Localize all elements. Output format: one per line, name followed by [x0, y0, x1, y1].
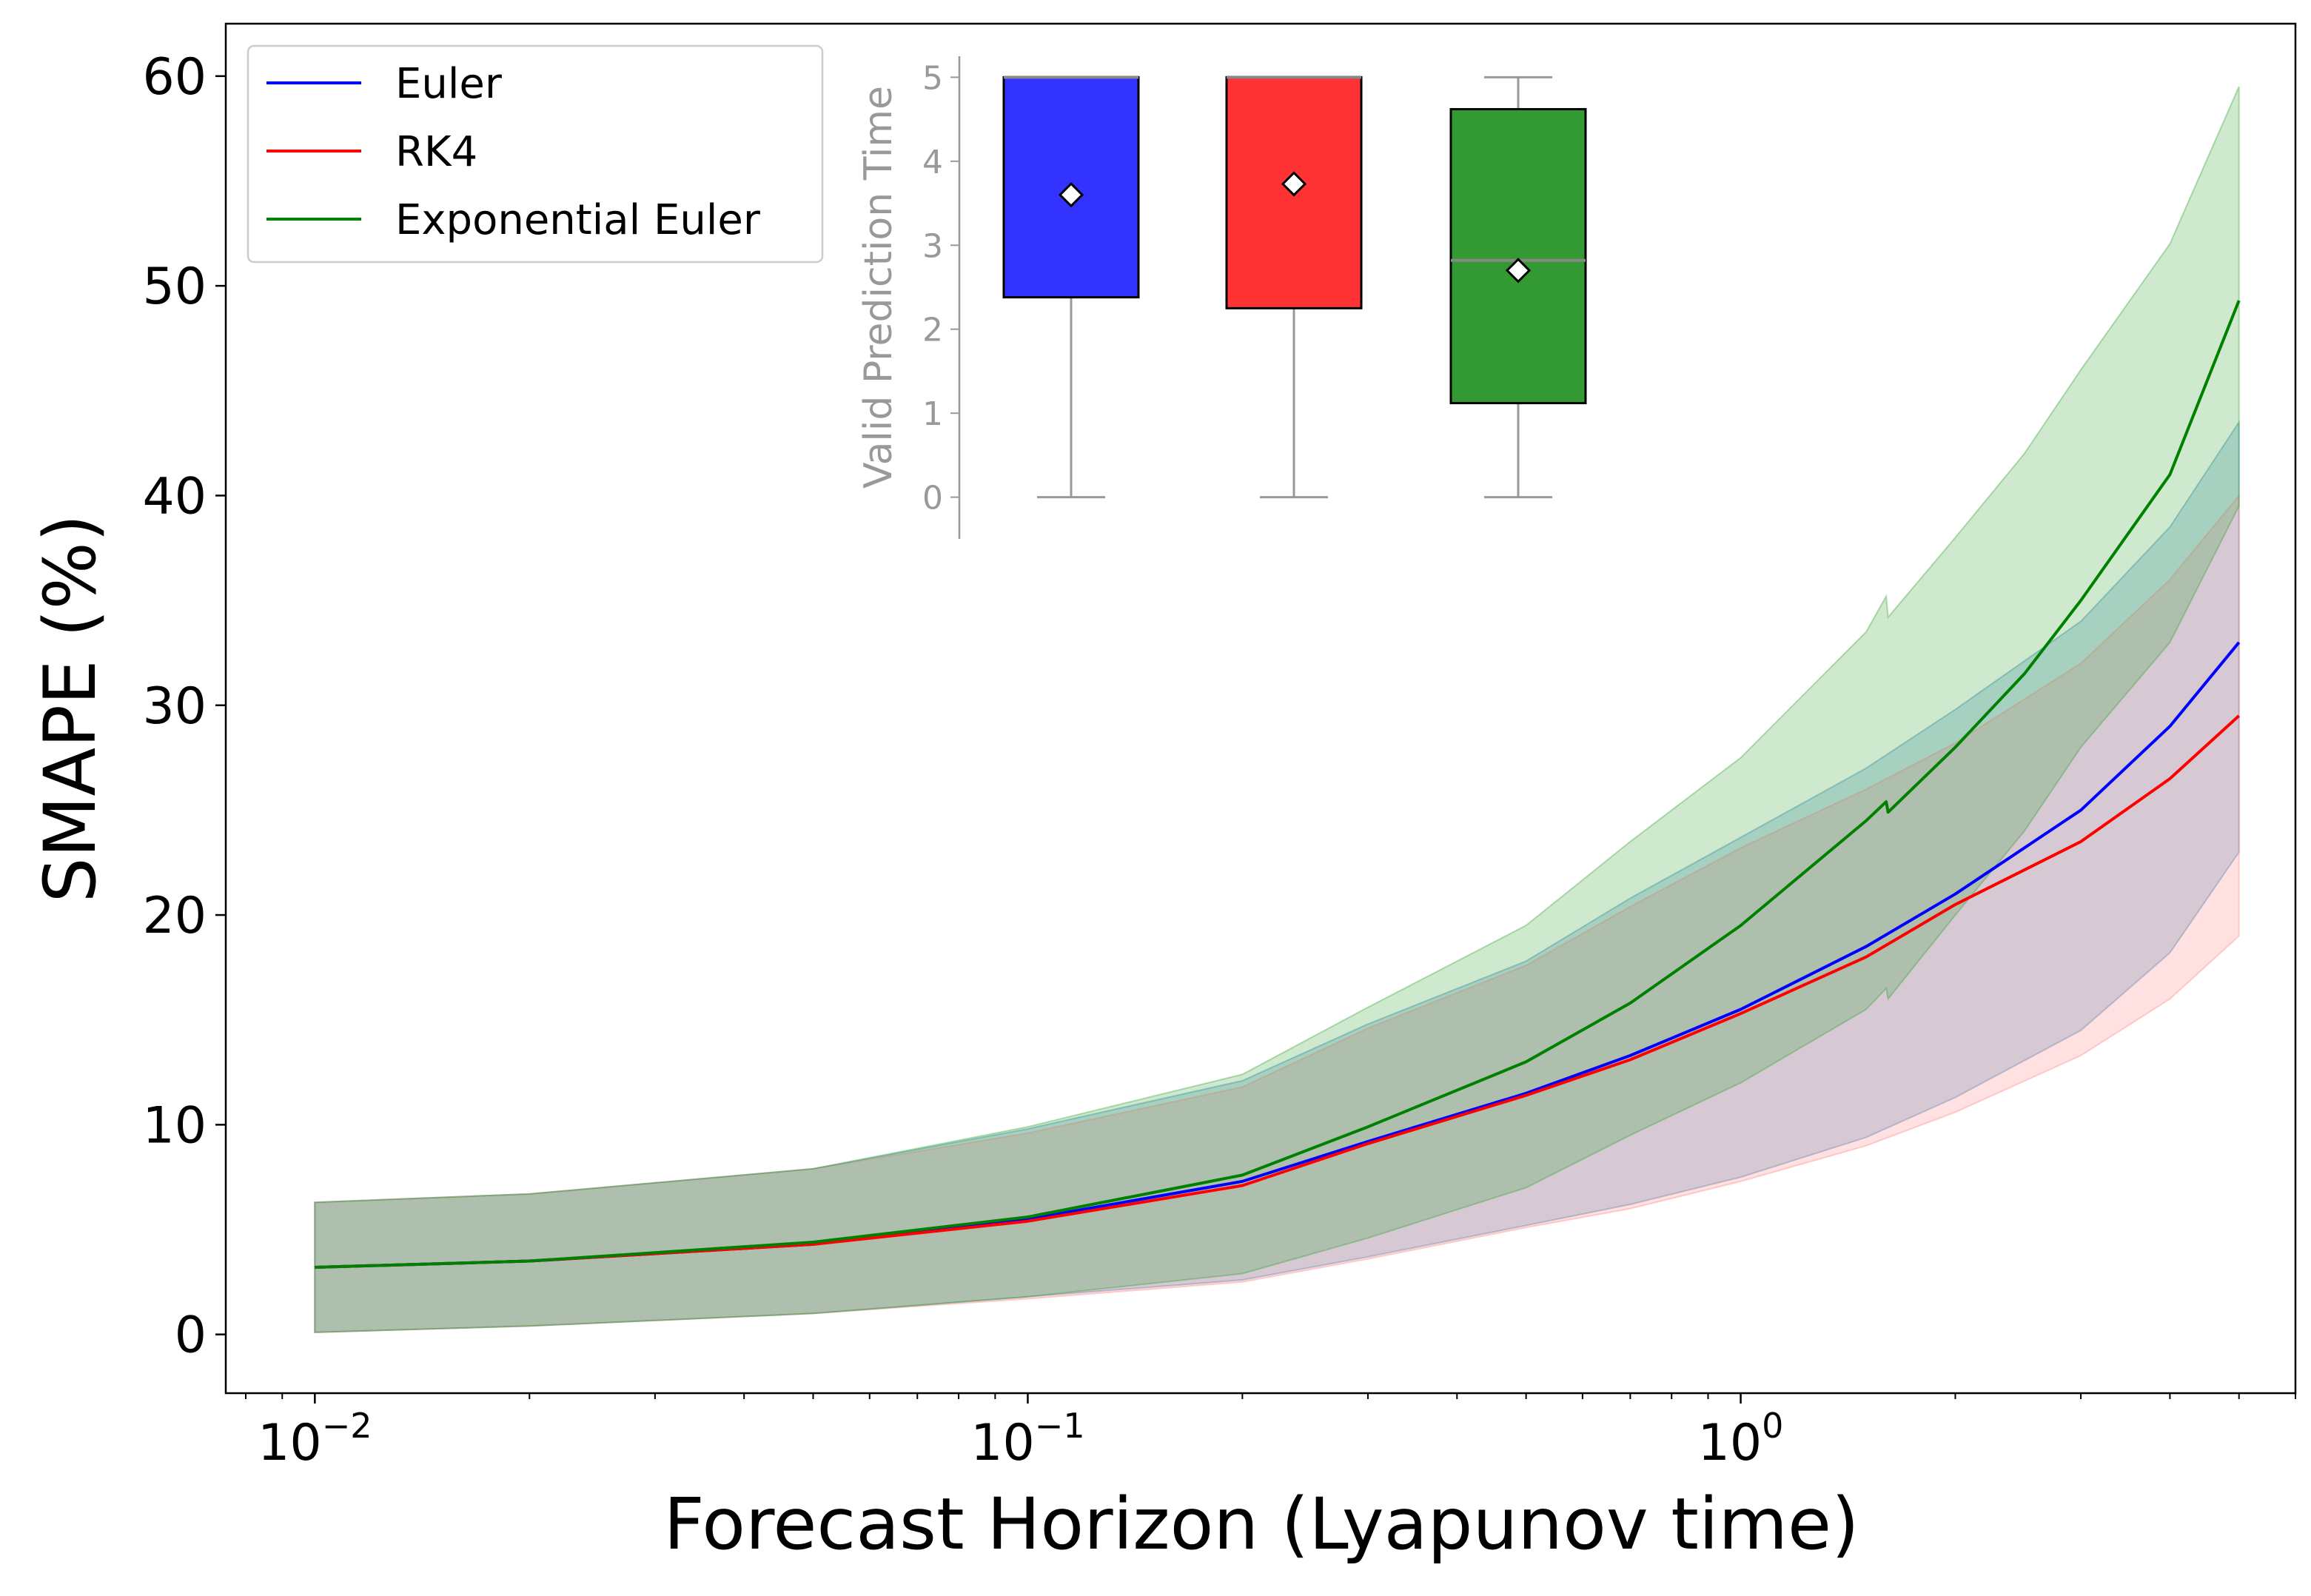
y-tick-label: 0	[175, 1307, 207, 1365]
inset-y-tick-label: 4	[922, 144, 943, 181]
y-tick-label: 20	[142, 887, 207, 945]
mean-marker-euler	[1058, 182, 1084, 208]
y-tick-label: 60	[142, 48, 207, 107]
band-exponential-euler	[314, 86, 2240, 1333]
legend-label: Exponential Euler	[395, 196, 761, 244]
inset-boxplot: 0 1 2 3 4 5 Valid Prediction Time	[856, 56, 1587, 539]
y-tick-label: 40	[142, 467, 207, 526]
mean-lines	[315, 300, 2241, 1269]
inset-y-tick-label: 1	[922, 395, 943, 433]
x-axis-label: Forecast Horizon (Lyapunov time)	[663, 1483, 1859, 1566]
y-axis: 0 10 20 30 40 50 60	[142, 48, 226, 1365]
inset-y-label: Valid Prediction Time	[856, 86, 901, 489]
band-euler	[314, 419, 2240, 1333]
box-exponential-euler	[1449, 107, 1587, 405]
legend-label: Euler	[395, 60, 503, 108]
mean-marker-exponential-euler	[1505, 258, 1532, 284]
mean-marker-rk4	[1281, 171, 1307, 197]
band-rk4	[314, 493, 2240, 1333]
plot-frame	[224, 22, 2297, 1395]
inset-y-tick-label: 0	[922, 480, 943, 517]
confidence-bands	[314, 86, 2240, 1333]
legend-box	[246, 44, 824, 264]
legend-label: RK4	[395, 128, 477, 176]
line-rk4	[315, 714, 2241, 1269]
inset-y-tick-label: 2	[922, 312, 943, 349]
y-tick-label: 30	[142, 677, 207, 736]
inset-y-tick-label: 3	[922, 227, 943, 265]
y-tick-label: 50	[142, 258, 207, 316]
line-exponential-euler	[315, 300, 2241, 1269]
inset-y-tick-label: 5	[922, 59, 943, 97]
legend: Euler RK4 Exponential Euler	[246, 44, 824, 264]
y-axis-label: SMAPE (%)	[29, 514, 112, 903]
y-tick-label: 10	[142, 1096, 207, 1155]
